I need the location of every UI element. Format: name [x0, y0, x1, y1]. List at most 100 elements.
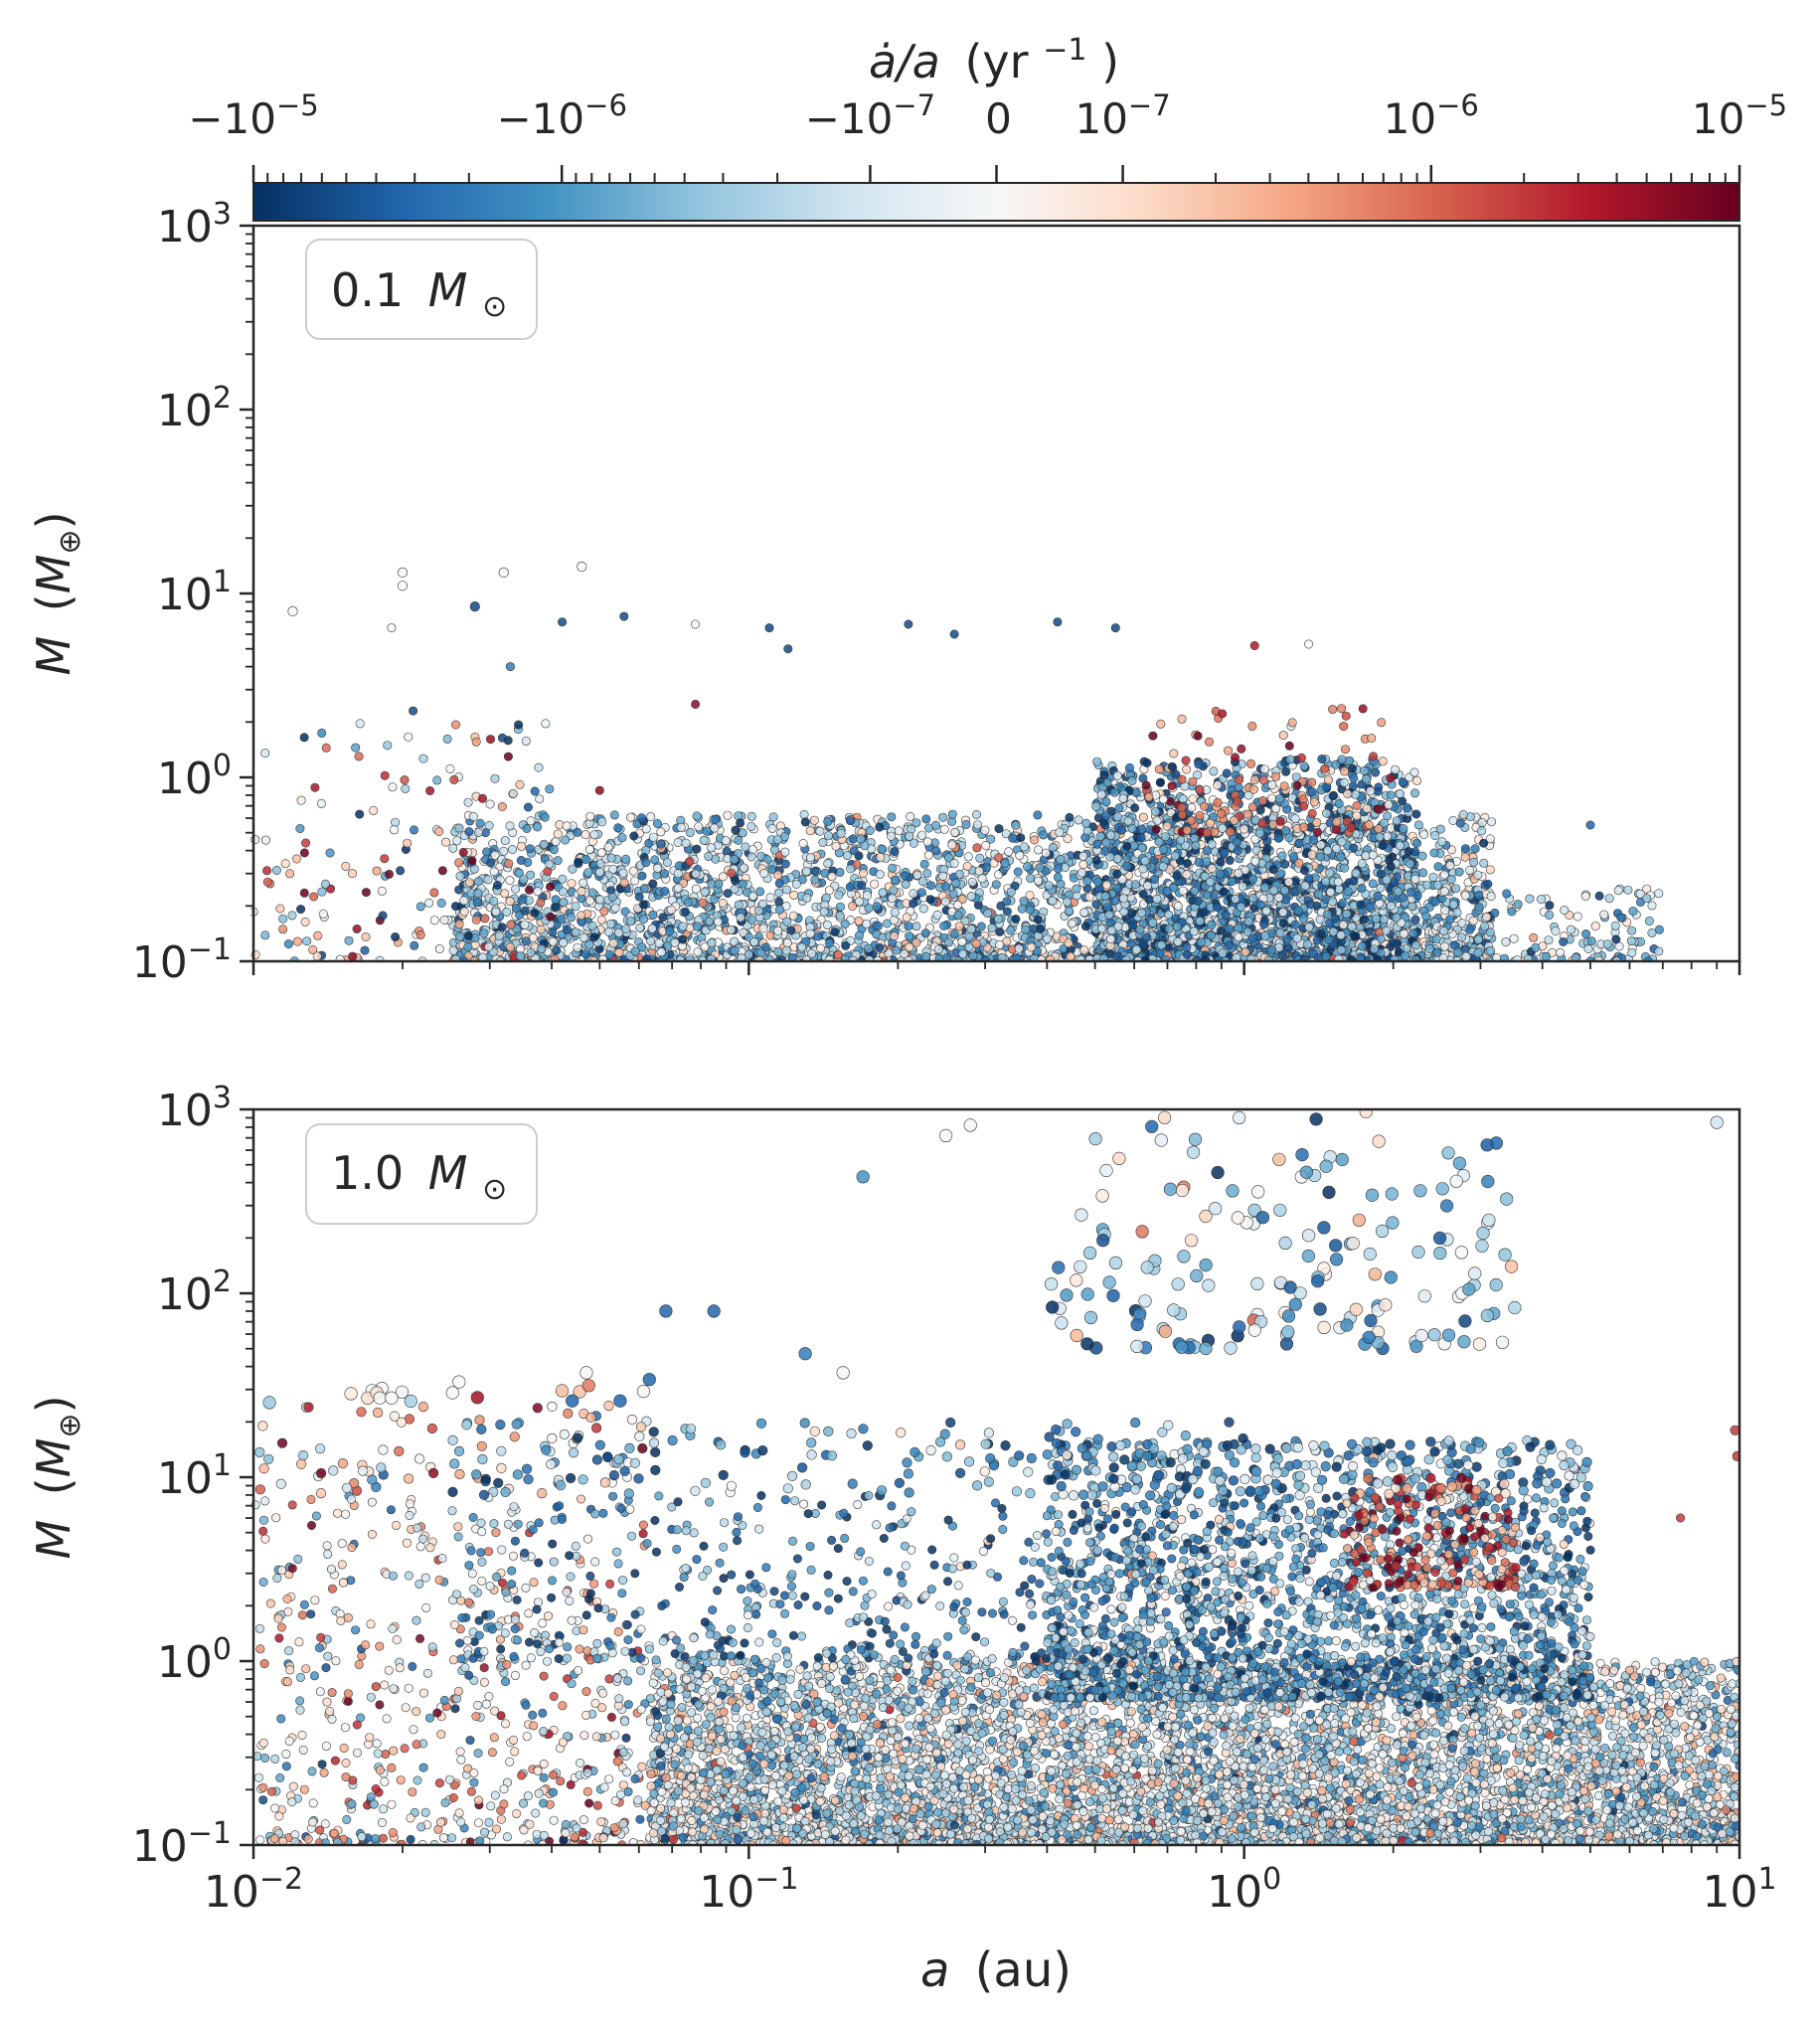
scatter-point	[1299, 801, 1309, 811]
scatter-point	[1289, 852, 1299, 862]
scatter-point	[963, 852, 973, 862]
scatter-point	[302, 936, 312, 946]
scatter-point	[848, 834, 858, 844]
scatter-point	[1465, 865, 1475, 875]
scatter-point	[983, 909, 993, 919]
scatter-point	[537, 944, 547, 954]
scatter-point	[1025, 905, 1035, 915]
scatter-point	[1242, 809, 1252, 819]
scatter-point	[1330, 914, 1340, 924]
scatter-point	[862, 919, 872, 928]
scatter-point	[1340, 766, 1350, 776]
scatter-point	[454, 885, 464, 895]
scatter-point	[1292, 780, 1302, 790]
scatter-point	[1016, 833, 1026, 843]
scatter-point	[1357, 859, 1367, 869]
scatter-point	[685, 827, 695, 837]
scatter-point	[1278, 919, 1288, 928]
scatter-point	[1227, 877, 1237, 887]
colorbar: −10−5 −10−6 −10−7 0 10−7 10−6 10−5 ȧ/a (yr −1 …	[188, 33, 1787, 222]
scatter-point	[1191, 841, 1201, 851]
scatter-point	[968, 950, 978, 960]
scatter-point	[658, 913, 668, 923]
scatter-point	[949, 929, 959, 939]
scatter-point	[636, 813, 646, 823]
scatter-point	[1313, 827, 1323, 837]
scatter-point	[1315, 915, 1325, 925]
scatter-point	[526, 947, 536, 957]
scatter-point	[842, 851, 852, 861]
scatter-point	[1338, 898, 1348, 908]
scatter-point	[1351, 868, 1361, 878]
scatter-point	[579, 878, 588, 888]
scatter-point	[865, 825, 875, 835]
scatter-point	[1167, 781, 1177, 791]
scatter-point	[782, 885, 792, 895]
scatter-point	[1162, 821, 1172, 831]
scatter-point	[521, 936, 531, 946]
scatter-point	[1260, 931, 1270, 941]
scatter-point	[746, 821, 756, 831]
scatter-point	[606, 853, 616, 863]
scatter-point	[1151, 806, 1161, 816]
scatter-point	[1074, 815, 1083, 825]
scatter-point	[1241, 947, 1250, 957]
scatter-point	[646, 936, 656, 946]
scatter-point	[1429, 848, 1439, 858]
scatter-point	[1170, 851, 1180, 861]
scatter-point	[580, 830, 590, 840]
scatter-point	[1477, 826, 1487, 836]
scatter-point	[1248, 893, 1258, 903]
scatter-point	[1485, 834, 1495, 844]
scatter-point	[1349, 876, 1359, 886]
scatter-point	[1081, 818, 1091, 828]
scatter-point	[1119, 907, 1129, 917]
scatter-point	[1142, 932, 1152, 942]
scatter-point	[1082, 826, 1092, 836]
scatter-point	[1259, 920, 1269, 929]
scatter-point	[921, 814, 931, 824]
scatter-point	[1357, 941, 1367, 951]
scatter-point	[974, 866, 984, 876]
scatter-point	[951, 878, 961, 888]
scatter-point	[1033, 915, 1043, 925]
scatter-point	[1130, 803, 1140, 813]
scatter-point	[681, 838, 691, 848]
scatter-point	[452, 836, 462, 846]
scatter-point	[823, 859, 833, 869]
scatter-point	[1076, 868, 1086, 878]
scatter-point	[1101, 797, 1111, 807]
scatter-point	[1188, 776, 1198, 786]
scatter-point	[1428, 872, 1438, 882]
scatter-point	[1392, 913, 1402, 923]
scatter-point	[652, 863, 662, 873]
scatter-point	[673, 869, 683, 879]
scatter-point	[1290, 920, 1300, 929]
scatter-point	[1357, 884, 1367, 894]
scatter-point	[1294, 838, 1304, 848]
scatter-point	[1267, 945, 1277, 955]
scatter-point	[1410, 915, 1420, 925]
scatter-point	[1413, 820, 1423, 830]
scatter-point	[1220, 848, 1230, 858]
scatter-point	[1406, 859, 1415, 869]
scatter-point	[1419, 830, 1429, 840]
scatter-point	[455, 871, 465, 881]
scatter-point	[862, 891, 872, 901]
scatter-point	[1410, 874, 1420, 884]
scatter-point	[1412, 838, 1422, 848]
scatter-point	[901, 880, 910, 890]
scatter-point	[1351, 789, 1361, 799]
scatter-point	[1027, 942, 1037, 952]
scatter-point	[1378, 841, 1388, 851]
scatter-point	[648, 910, 658, 920]
scatter-point	[1322, 808, 1332, 818]
scatter-point	[1167, 761, 1177, 771]
scatter-point	[805, 928, 815, 938]
scatter-point	[1362, 803, 1372, 813]
scatter-point	[486, 858, 496, 868]
scatter-point	[1207, 839, 1217, 849]
scatter-point	[933, 944, 943, 954]
scatter-point	[491, 907, 501, 917]
scatter-point	[718, 872, 728, 882]
